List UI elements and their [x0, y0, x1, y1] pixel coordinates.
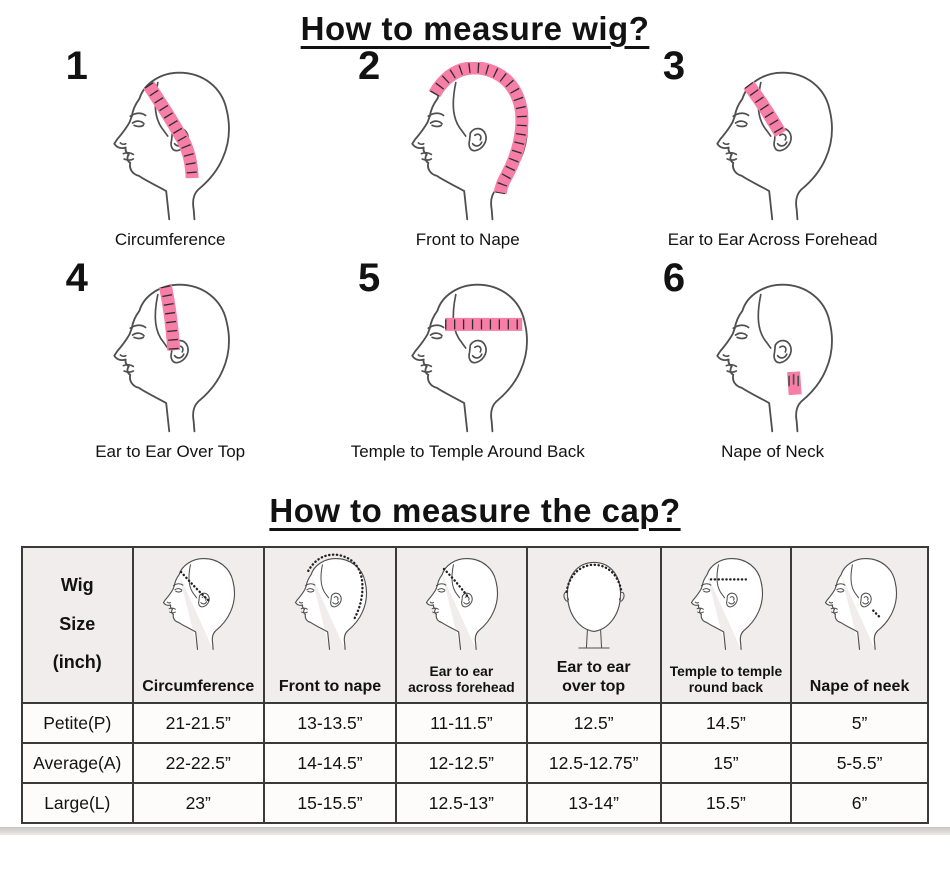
step-number: 3	[662, 44, 686, 88]
col-header-nape-of-neek: Nape of neek	[790, 546, 929, 704]
table-row-large: Large(L) 23” 15-15.5” 12.5-13” 13-14” 15…	[21, 782, 929, 824]
size-cell: 13-14”	[525, 782, 662, 824]
size-cell: 15-15.5”	[262, 782, 398, 824]
col-header-circumference: Circumference	[131, 546, 265, 704]
wig-step-nape-of-neck: 6 Nape of Neck	[620, 258, 925, 474]
head-front-to-nape-icon	[294, 553, 368, 650]
head-ear-across-forehead-icon	[426, 558, 499, 650]
head-circumference-icon	[163, 558, 236, 650]
row-label: Average(A)	[21, 742, 134, 784]
size-cell: 6”	[790, 782, 929, 824]
step-number: 2	[357, 44, 381, 88]
wig-step-ear-over-top: 4 Ear to Ear Over Top	[25, 258, 315, 474]
wig-step-front-to-nape: 2 Front to Nape	[315, 46, 620, 262]
wig-step-temple-around-back: 5 Temple to Temple Around Back	[315, 258, 620, 474]
image-bottom-edge	[0, 827, 950, 835]
head-profile-ear-over-top-icon	[113, 283, 231, 433]
head-profile-front-to-nape-icon	[411, 62, 529, 221]
step-number: 6	[662, 256, 686, 300]
size-cell: 14.5”	[659, 702, 793, 744]
measure-wig-diagrams: 1 Circumference 2 Front to Nape 3 Ear to…	[25, 46, 925, 474]
step-number: 1	[65, 44, 88, 88]
cap-size-table: Wig Size (inch) Circumference Front to	[21, 546, 929, 824]
row-label: Large(L)	[21, 782, 134, 824]
size-cell: 21-21.5”	[131, 702, 265, 744]
table-header-row: Wig Size (inch) Circumference Front to	[21, 546, 929, 704]
step-number: 5	[357, 256, 381, 300]
size-cell: 15”	[659, 742, 793, 784]
wig-step-ear-across-forehead: 3 Ear to Ear Across Forehead	[620, 46, 925, 262]
size-cell: 11-11.5”	[395, 702, 528, 744]
step-label: Ear to Ear Across Forehead	[667, 230, 878, 249]
step-number: 4	[65, 256, 88, 300]
size-cell: 12.5-13”	[395, 782, 528, 824]
head-profile-ear-across-forehead-icon	[715, 71, 833, 221]
step-label: Ear to Ear Over Top	[95, 442, 246, 461]
size-cell: 5”	[790, 702, 929, 744]
section-title-measure-cap: How to measure the cap?	[269, 492, 681, 529]
step-label: Temple to Temple Around Back	[350, 442, 585, 461]
size-cell: 12-12.5”	[395, 742, 528, 784]
size-cell: 23”	[131, 782, 265, 824]
step-label: Circumference	[114, 230, 226, 249]
size-cell: 22-22.5”	[131, 742, 265, 784]
size-cell: 5-5.5”	[790, 742, 929, 784]
col-header-ear-over-top: Ear to ear over top	[525, 546, 662, 704]
size-cell: 14-14.5”	[262, 742, 398, 784]
section-title-measure-wig: How to measure wig?	[300, 10, 650, 47]
row-label: Petite(P)	[21, 702, 134, 744]
size-cell: 12.5-12.75”	[525, 742, 662, 784]
col-header-ear-across-forehead: Ear to ear across forehead	[395, 546, 528, 704]
head-profile-circumference-icon	[113, 71, 231, 221]
head-temple-round-back-icon	[690, 558, 763, 650]
size-cell: 12.5”	[525, 702, 662, 744]
head-profile-nape-of-neck-icon	[715, 283, 833, 433]
step-label: Front to Nape	[415, 230, 520, 249]
size-cell: 15.5”	[659, 782, 793, 824]
corner-header-wig-size: Wig Size (inch)	[21, 546, 134, 704]
col-header-temple-round-back: Temple to temple round back	[659, 546, 793, 704]
table-row-average: Average(A) 22-22.5” 14-14.5” 12-12.5” 12…	[21, 742, 929, 784]
size-cell: 13-13.5”	[262, 702, 398, 744]
wig-step-circumference: 1 Circumference	[25, 46, 315, 262]
col-header-front-to-nape: Front to nape	[262, 546, 398, 704]
head-nape-of-neek-icon	[824, 558, 897, 650]
step-label: Nape of Neck	[721, 442, 825, 461]
table-row-petite: Petite(P) 21-21.5” 13-13.5” 11-11.5” 12.…	[21, 702, 929, 744]
head-front-ear-over-top-icon	[563, 561, 625, 649]
head-profile-temple-around-back-icon	[411, 283, 528, 433]
